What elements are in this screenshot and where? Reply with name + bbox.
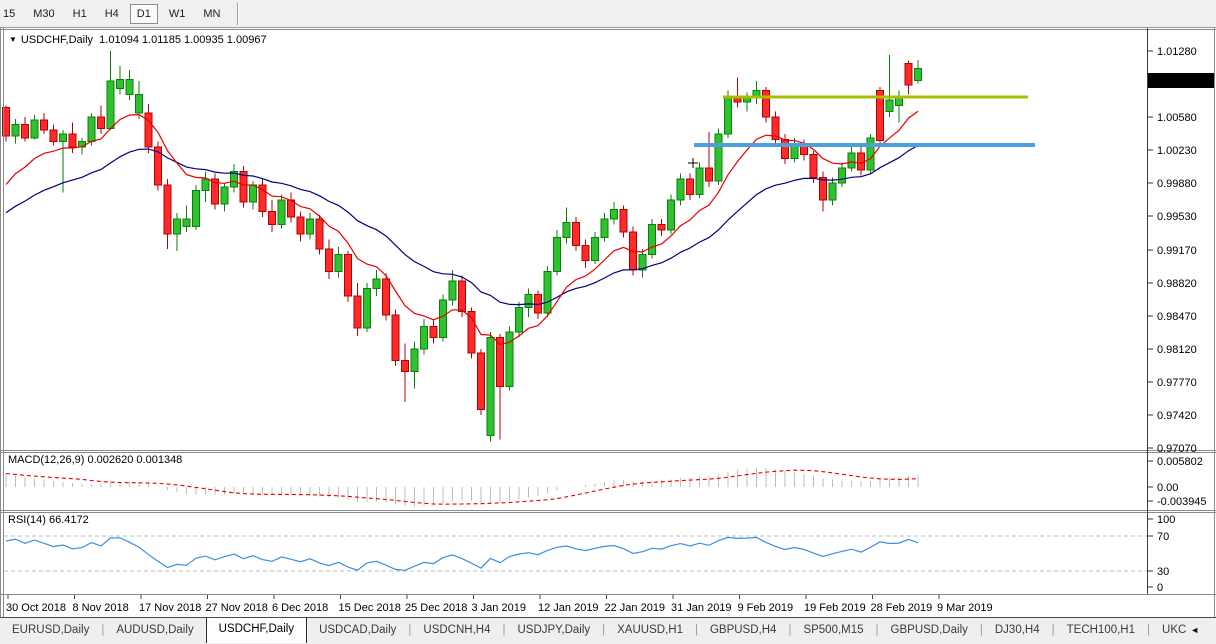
date-axis-tick: 3 Jan 2019: [472, 602, 526, 614]
tab-scroll-arrows: ◄ ►: [1186, 618, 1216, 644]
ma-slow-line: [5, 144, 919, 306]
chart-tab-usdchf[interactable]: USDCHF,Daily: [205, 618, 308, 643]
macd-label: MACD(12,26,9) 0.002620 0.001348: [8, 454, 182, 466]
toolbar-separator: [237, 2, 240, 25]
crosshair-icon: [688, 158, 698, 168]
price-axis-tick: 1.00580: [1157, 112, 1197, 124]
price-axis-tick: 0.99530: [1157, 211, 1197, 223]
chart-tab-gbpusd[interactable]: GBPUSD,Daily: [890, 624, 968, 636]
chart-tab-gbpusd[interactable]: GBPUSD,H4: [709, 624, 777, 636]
tab-separator: |: [1051, 624, 1055, 636]
date-axis-tick: 31 Jan 2019: [671, 602, 732, 614]
chart-tab-usdcnh[interactable]: USDCNH,H4: [423, 624, 491, 636]
date-axis[interactable]: 30 Oct 2018 8 Nov 2018 17 Nov 2018 27 Nov 2…: [6, 595, 993, 614]
tab-separator: |: [694, 624, 698, 636]
date-axis-tick: 6 Dec 2018: [272, 602, 328, 614]
macd-histogram: [5, 467, 919, 507]
chart-ohlc-values: 1.01094 1.01185 1.00935 1.00967: [99, 34, 267, 46]
date-axis-tick: 12 Jan 2019: [538, 602, 599, 614]
rsi-axis-tick: 70: [1157, 531, 1169, 543]
tab-separator: |: [502, 624, 506, 636]
date-axis-tick: 15 Dec 2018: [339, 602, 401, 614]
macd-axis[interactable]: 0.005802 0.00 -0.003945: [1148, 456, 1207, 508]
chart-title: ▼ USDCHF,Daily 1.01094 1.01185 1.00935 1.…: [9, 34, 267, 46]
date-axis-tick: 19 Feb 2019: [804, 602, 866, 614]
date-axis-tick: 28 Feb 2019: [871, 602, 933, 614]
macd-signal-line: [5, 469, 919, 505]
price-axis-tick: 0.98470: [1157, 311, 1197, 323]
chart-tab-dj30[interactable]: DJ30,H4: [994, 624, 1040, 636]
timeframe-button-h4[interactable]: H4: [104, 7, 119, 20]
timeframe-button-mn[interactable]: MN: [203, 7, 221, 20]
tab-separator: |: [101, 624, 105, 636]
chart-tab-eurusd[interactable]: EURUSD,Daily: [12, 624, 90, 636]
rsi-axis-tick: 30: [1157, 566, 1169, 578]
current-price-tag: 1.00967: [1148, 73, 1214, 89]
date-axis-tick: 9 Mar 2019: [937, 602, 993, 614]
macd-axis-tick: 0.00: [1157, 482, 1178, 494]
rsi-label: RSI(14) 66.4172: [8, 514, 89, 526]
timeframe-button-m30[interactable]: M30: [33, 7, 55, 20]
date-axis-tick: 27 Nov 2018: [206, 602, 268, 614]
rsi-axis-tick: 100: [1157, 514, 1175, 526]
macd-axis-tick: -0.003945: [1157, 496, 1207, 508]
rsi-axis[interactable]: 100 70 30 0: [1148, 514, 1175, 594]
tab-separator: |: [875, 624, 879, 636]
price-axis-tick: 1.00230: [1157, 145, 1197, 157]
chart-tab-tech100[interactable]: TECH100,H1: [1066, 624, 1136, 636]
timeframe-button-15[interactable]: 15: [3, 7, 16, 20]
price-axis-tick: 0.99170: [1157, 245, 1197, 257]
timeframe-toolbar: 15 M30 H1 H4 D1 W1 MN: [0, 0, 1216, 28]
price-axis-tick: 0.99880: [1157, 178, 1197, 190]
svg-text:1.00967: 1.00967: [1154, 76, 1194, 88]
date-axis-tick: 25 Dec 2018: [405, 602, 467, 614]
rsi-value: 66.4172: [48, 514, 89, 526]
chart-tab-sp500[interactable]: SP500,M15: [803, 624, 864, 636]
chart-tab-xauusd[interactable]: XAUUSD,H1: [617, 624, 683, 636]
chart-tabbar: EURUSD,Daily | AUDUSD,Daily USDCHF,Daily USD…: [0, 617, 1216, 644]
tab-separator: |: [602, 624, 606, 636]
date-axis-tick: 9 Feb 2019: [738, 602, 794, 614]
chart-canvas[interactable]: 1.01280 1.00580 1.00230 0.99880 0.99530 0.991…: [0, 28, 1216, 617]
date-axis-tick: 17 Nov 2018: [139, 602, 201, 614]
tab-separator: |: [1147, 624, 1151, 636]
date-axis-tick: 8 Nov 2018: [73, 602, 129, 614]
chart-tab-audusd[interactable]: AUDUSD,Daily: [116, 624, 194, 636]
rsi-levels: [4, 535, 1147, 572]
price-axis-tick: 0.98120: [1157, 344, 1197, 356]
rsi-line: [5, 536, 919, 571]
tab-scroll-left-icon[interactable]: ◄: [1190, 625, 1200, 635]
date-axis-tick: 30 Oct 2018: [6, 602, 66, 614]
chart-tab-usdcad[interactable]: USDCAD,Daily: [319, 624, 397, 636]
price-axis-tick: 0.97070: [1157, 443, 1197, 455]
chart-dropdown-icon[interactable]: ▼: [9, 35, 17, 44]
rsi-name: RSI(14): [8, 514, 46, 526]
macd-values: 0.002620 0.001348: [87, 454, 183, 466]
candlestick-series: [2, 51, 922, 442]
chart-tab-ukc[interactable]: UKC: [1162, 624, 1187, 636]
tab-separator: |: [408, 624, 412, 636]
tab-separator: |: [979, 624, 983, 636]
macd-name: MACD(12,26,9): [8, 454, 85, 466]
macd-axis-tick: 0.005802: [1157, 456, 1203, 468]
timeframe-button-w1[interactable]: W1: [168, 7, 186, 20]
price-axis-tick: 0.97420: [1157, 410, 1197, 422]
chart-tab-usdjpy[interactable]: USDJPY,Daily: [517, 624, 591, 636]
timeframe-button-d1[interactable]: D1: [129, 3, 158, 24]
price-axis-tick: 0.98820: [1157, 278, 1197, 290]
chart-symbol-label: USDCHF,Daily: [20, 34, 94, 46]
price-axis-tick: 1.01280: [1157, 46, 1197, 58]
pane-borders: [0, 28, 1216, 617]
timeframe-button-h1[interactable]: H1: [72, 7, 87, 20]
rsi-axis-tick: 0: [1157, 582, 1163, 594]
ma-fast-line: [5, 110, 919, 346]
price-axis[interactable]: 1.01280 1.00580 1.00230 0.99880 0.99530 0.991…: [1148, 46, 1197, 455]
date-axis-tick: 22 Jan 2019: [605, 602, 666, 614]
tab-separator: |: [788, 624, 792, 636]
price-axis-tick: 0.97770: [1157, 377, 1197, 389]
